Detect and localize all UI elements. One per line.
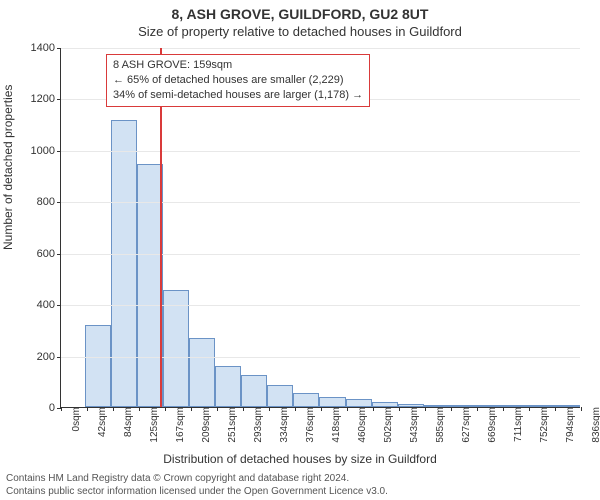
gridline [61,305,580,306]
x-tick-label: 794sqm [559,407,576,443]
x-tick-mark [191,407,192,411]
gridline [61,202,580,203]
x-tick-label: 585sqm [429,407,446,443]
x-tick-mark [425,407,426,411]
footer: Contains HM Land Registry data © Crown c… [0,472,600,498]
x-tick-label: 84sqm [117,407,134,437]
y-tick-mark [57,305,61,306]
x-tick-label: 460sqm [351,407,368,443]
y-tick-mark [57,151,61,152]
x-tick-mark [165,407,166,411]
annotation-line-1: 8 ASH GROVE: 159sqm [113,58,363,73]
x-tick-label: 627sqm [455,407,472,443]
x-tick-label: 293sqm [247,407,264,443]
x-tick-label: 711sqm [507,407,524,442]
histogram-bar [189,338,215,407]
x-tick-mark [555,407,556,411]
histogram-bar [293,393,319,407]
footer-line-2: Contains public sector information licen… [6,485,600,498]
y-tick-mark [57,202,61,203]
page-subtitle: Size of property relative to detached ho… [0,24,600,39]
footer-line-1: Contains HM Land Registry data © Crown c… [6,472,600,485]
x-tick-mark [347,407,348,411]
y-tick-mark [57,99,61,100]
histogram-bar [163,290,189,407]
y-tick-mark [57,254,61,255]
x-tick-mark [113,407,114,411]
chart-plot-area: 0200400600800100012001400 0sqm42sqm84sqm… [60,48,580,408]
x-tick-label: 502sqm [377,407,394,443]
gridline [61,357,580,358]
x-tick-mark [87,407,88,411]
x-tick-label: 418sqm [325,407,342,443]
x-tick-label: 334sqm [273,407,290,443]
x-tick-mark [295,407,296,411]
x-tick-mark [61,407,62,411]
x-tick-mark [139,407,140,411]
x-tick-label: 209sqm [195,407,212,443]
x-tick-label: 125sqm [143,407,160,443]
x-tick-label: 669sqm [481,407,498,443]
x-tick-label: 251sqm [221,407,238,443]
x-tick-label: 0sqm [65,407,82,431]
histogram-bar [319,397,345,407]
x-tick-label: 42sqm [91,407,108,437]
x-tick-mark [477,407,478,411]
x-tick-mark [451,407,452,411]
x-tick-mark [243,407,244,411]
x-tick-label: 376sqm [299,407,316,443]
histogram-bar [85,325,111,407]
y-axis-label: Number of detached properties [1,85,15,250]
x-tick-mark [217,407,218,411]
page-title: 8, ASH GROVE, GUILDFORD, GU2 8UT [0,0,600,22]
histogram-bar [346,399,372,407]
gridline [61,48,580,49]
x-tick-mark [373,407,374,411]
x-tick-label: 836sqm [585,407,600,443]
x-tick-mark [529,407,530,411]
histogram-bar [241,375,267,407]
y-tick-mark [57,357,61,358]
annotation-line-2: ← 65% of detached houses are smaller (2,… [113,73,363,88]
y-tick-mark [57,48,61,49]
annotation-line-3: 34% of semi-detached houses are larger (… [113,88,363,103]
histogram-bar [267,385,293,407]
x-axis-label: Distribution of detached houses by size … [0,452,600,466]
x-tick-mark [321,407,322,411]
x-tick-mark [269,407,270,411]
x-tick-label: 752sqm [533,407,550,443]
histogram-bar [111,120,137,407]
histogram-bar [215,366,241,407]
x-tick-mark [503,407,504,411]
x-tick-mark [399,407,400,411]
gridline [61,254,580,255]
annotation-box: 8 ASH GROVE: 159sqm ← 65% of detached ho… [106,54,370,107]
gridline [61,151,580,152]
x-tick-label: 543sqm [403,407,420,443]
x-tick-label: 167sqm [169,407,186,443]
x-tick-mark [581,407,582,411]
